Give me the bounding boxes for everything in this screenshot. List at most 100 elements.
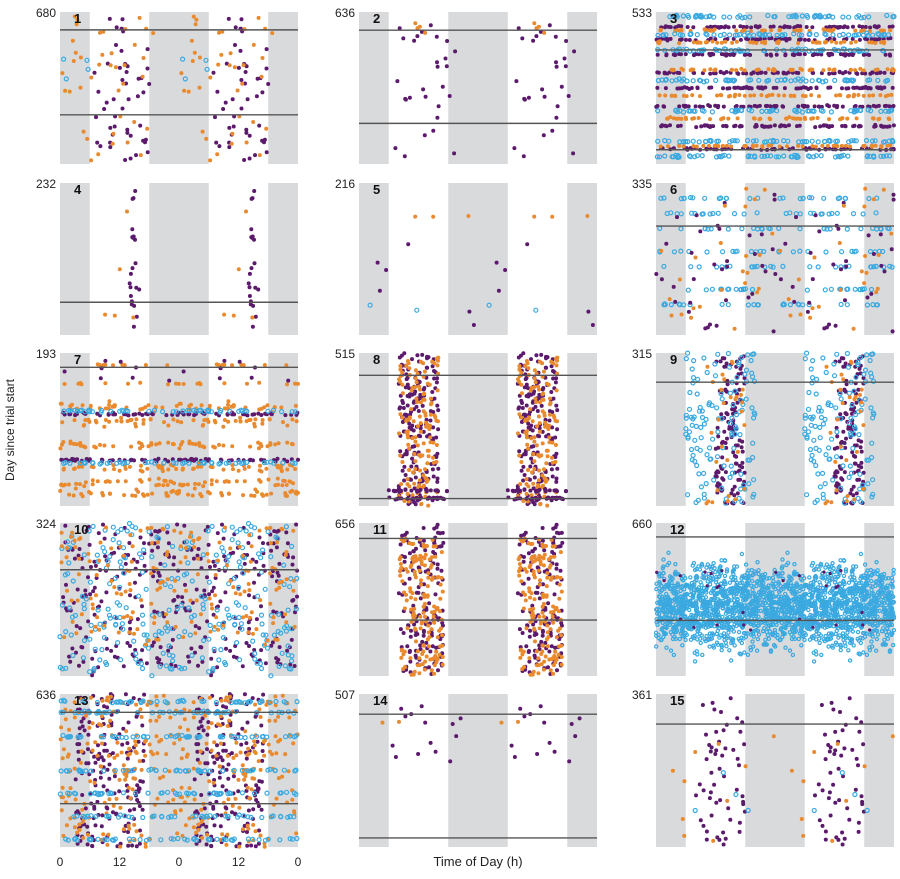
panel-9-point [719,387,724,392]
panel-1-point [232,65,237,70]
panel-1-point [194,17,199,22]
panel-7-point [68,441,73,446]
panel-3-point [784,38,789,43]
panel-3-point [657,39,662,44]
panel-3-point [787,25,792,30]
panel-3-point [827,71,832,76]
panel-8-point [386,488,391,493]
panel-6-point [750,291,755,296]
panel-3-point [888,28,893,33]
panel-8-point [435,479,440,484]
panel-8-point [526,415,531,420]
panel-8-point [553,443,558,447]
panel-10-point [209,602,214,607]
panel-8-point [537,421,542,426]
panel-6-point [873,302,880,308]
panel-6-point [867,248,874,255]
panel-11-point [526,551,531,556]
panel-7-point [62,482,67,487]
panel-1-point [147,82,152,86]
panel-3-point [828,85,833,90]
panel-7-point [186,492,191,497]
panel-3-point [813,153,819,159]
panel-10-point [229,537,235,543]
panel-3-point [774,52,779,57]
panel-8-point [550,474,555,479]
panel-10-point [289,637,294,642]
panel-7-point [264,459,270,465]
panel-1-point [119,48,124,53]
panel-7-point [102,467,107,472]
panel-3-point [842,39,847,44]
panel-1-point [230,131,235,136]
panel-7-point [201,460,207,466]
panel-1-point [214,140,219,145]
panel-8-point [430,364,435,369]
panel-8-point [529,493,534,498]
panel-10-point [277,580,281,585]
panel-7-point [197,441,202,445]
panel-9-point [712,373,719,379]
panel-10-point [228,546,233,551]
panel-9-point [823,369,829,376]
panel-3-point [712,27,717,32]
panel-9-point [720,439,725,444]
panel-3-point [766,143,771,148]
panel-6-night-band-1 [745,183,805,335]
panel-3-point [683,139,689,145]
panel-3-point [734,68,739,73]
panel-8-point [398,367,403,372]
panel-8-point [428,412,433,417]
panel-6-point [881,187,886,192]
panel-10-point [123,605,129,611]
panel-7-point [253,487,258,492]
panel-8-point [549,364,554,369]
panel-6-point [708,322,712,327]
panel-5-point [467,309,472,314]
panel-7-point [111,363,115,368]
panel-8-point [528,427,533,432]
panel-9-point [716,417,721,422]
panel-7-point [279,405,284,410]
panel-10-point [195,572,200,577]
panel-7-point [138,380,143,385]
panel-6-point [678,248,684,254]
panel-7-point [103,381,108,386]
panel-9-point [845,494,850,498]
panel-6-point [707,211,713,217]
panel-10-point [132,631,136,636]
panel-6-point [812,255,817,260]
panel-10-point [140,648,145,653]
panel-8-point [409,427,414,432]
panel-3-point [726,116,731,121]
panel-2-point [402,154,407,159]
panel-7-point [80,403,85,408]
panel-9-point [706,445,713,451]
panel-11-point [540,538,545,543]
panel-3-point [859,29,864,34]
panel-3-point [673,53,678,58]
panel-1-point [104,100,109,105]
panel-1-point [85,66,91,72]
panel-10-point [247,533,252,537]
panel-3-point [873,24,877,29]
panel-10-point [149,541,154,546]
panel-3-point [677,32,683,38]
panel-3-point [787,123,791,128]
panel-3-point [725,86,730,91]
panel-8-point [545,448,550,453]
panel-8-point [534,443,539,448]
panel-3-point [816,77,823,84]
panel-1-point [60,71,65,76]
panel-10-point [181,635,186,640]
panel-7-point [193,442,198,447]
panel-3-point [754,143,759,148]
panel-3-point [744,71,749,76]
panel-8-point [405,403,410,408]
panel-7-point [156,463,160,468]
panel-10-point [135,627,140,632]
panel-10-point [209,523,215,530]
panel-10-point [117,614,123,621]
